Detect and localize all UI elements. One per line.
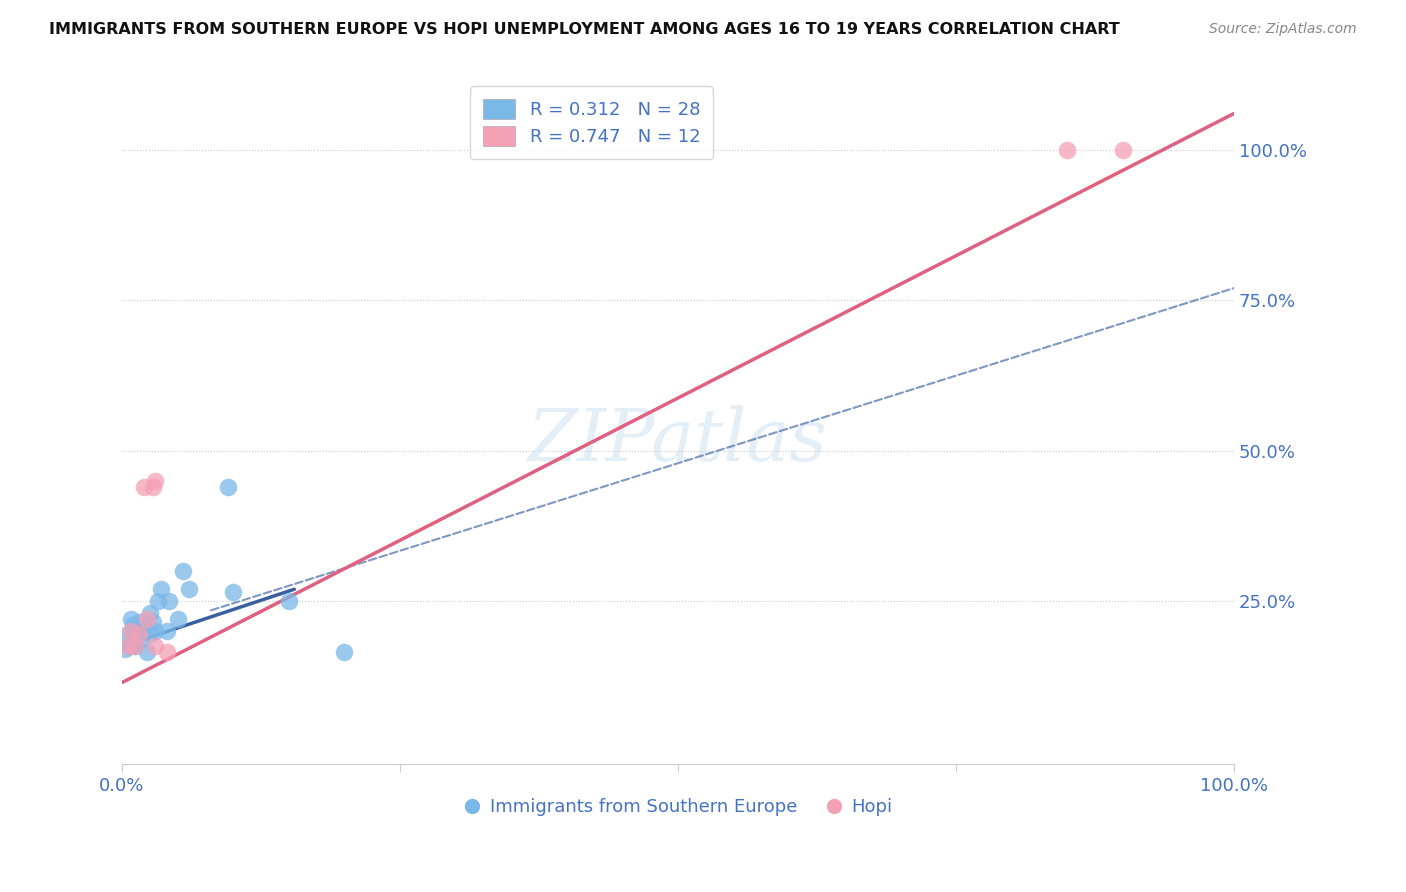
- Point: [128, 627, 150, 641]
- Point: [131, 624, 153, 639]
- Point: [166, 612, 188, 626]
- Point: [125, 627, 148, 641]
- Point: [145, 624, 167, 639]
- Point: [134, 621, 156, 635]
- Point: [177, 582, 200, 597]
- Point: [172, 564, 194, 578]
- Point: [117, 627, 139, 641]
- Text: Source: ZipAtlas.com: Source: ZipAtlas.com: [1209, 22, 1357, 37]
- Point: [157, 594, 180, 608]
- Point: [146, 594, 169, 608]
- Text: IMMIGRANTS FROM SOUTHERN EUROPE VS HOPI UNEMPLOYMENT AMONG AGES 16 TO 19 YEARS C: IMMIGRANTS FROM SOUTHERN EUROPE VS HOPI …: [49, 22, 1121, 37]
- Point: [122, 633, 145, 648]
- Point: [149, 582, 172, 597]
- Point: [1056, 143, 1078, 157]
- Point: [1111, 143, 1133, 157]
- Point: [120, 612, 142, 626]
- Point: [277, 594, 299, 608]
- Point: [129, 633, 152, 648]
- Point: [333, 645, 356, 659]
- Point: [120, 624, 142, 639]
- Point: [118, 640, 141, 654]
- Point: [128, 615, 150, 630]
- Point: [139, 607, 162, 621]
- Point: [134, 480, 156, 494]
- Point: [124, 640, 146, 654]
- Point: [142, 615, 165, 630]
- Text: ZIPatlas: ZIPatlas: [529, 406, 828, 476]
- Point: [139, 627, 162, 641]
- Point: [124, 640, 146, 654]
- Point: [135, 612, 157, 626]
- Point: [142, 480, 165, 494]
- Point: [122, 618, 145, 632]
- Point: [222, 585, 245, 599]
- Point: [117, 640, 139, 654]
- Point: [145, 474, 167, 488]
- Point: [145, 640, 167, 654]
- Point: [217, 480, 239, 494]
- Point: [135, 645, 157, 659]
- Point: [114, 642, 136, 657]
- Point: [155, 624, 177, 639]
- Legend: Immigrants from Southern Europe, Hopi: Immigrants from Southern Europe, Hopi: [456, 791, 900, 823]
- Point: [155, 645, 177, 659]
